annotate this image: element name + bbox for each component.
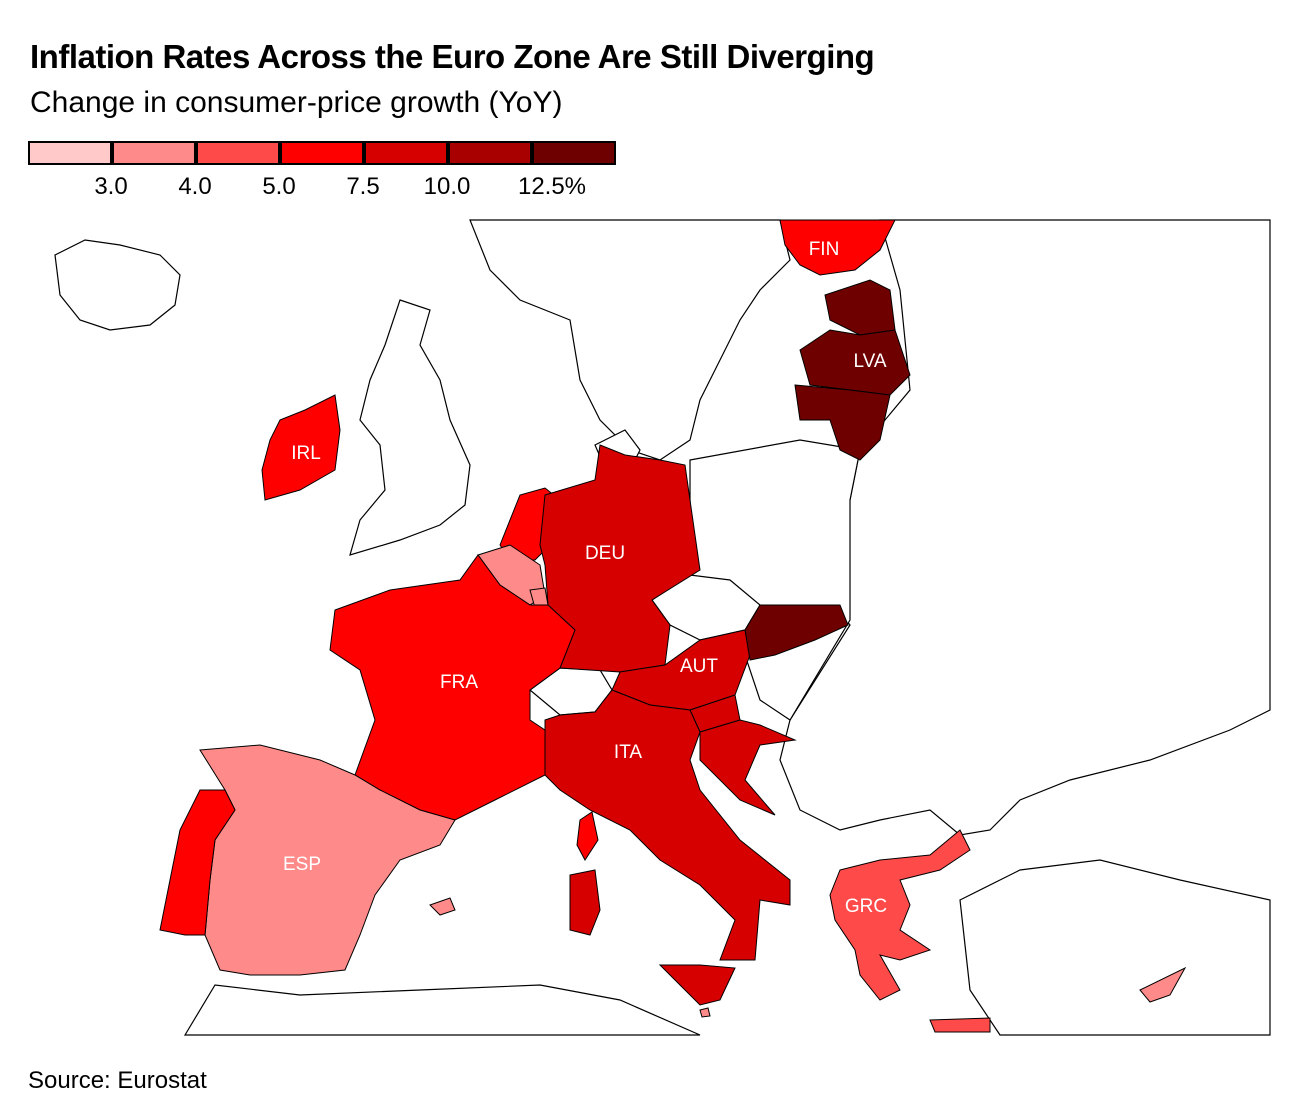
legend-tick-10.0: 10.0 (423, 173, 471, 200)
legend-swatch-2 (196, 141, 280, 165)
country-cyp (1139, 966, 1187, 1003)
label-fra: FRA (440, 672, 478, 693)
label-grc: GRC (845, 896, 887, 917)
country-ita (544, 689, 791, 961)
island-sicily (658, 964, 736, 1006)
label-esp: ESP (283, 854, 321, 875)
label-deu: DEU (585, 543, 625, 564)
source-note: Source: Eurostat (28, 1067, 207, 1094)
label-aut: AUT (680, 656, 718, 677)
land-iceland (54, 239, 181, 331)
legend-swatch-6 (532, 141, 616, 165)
legend-swatch-1 (112, 141, 196, 165)
country-labels: FIN LVA IRL DEU FRA AUT ITA ESP GRC (283, 239, 887, 917)
country-grc (829, 829, 971, 1001)
chart-title: Inflation Rates Across the Euro Zone Are… (30, 38, 875, 75)
legend-tick-3.0: 3.0 (94, 173, 128, 200)
island-corsica (576, 811, 599, 861)
country-prt (159, 789, 236, 936)
legend-swatch-4 (364, 141, 448, 165)
country-lva (799, 329, 911, 396)
country-svk (744, 604, 849, 661)
color-legend: 3.0 4.0 5.0 7.5 10.0 12.5% (28, 141, 618, 201)
legend-swatch-3 (280, 141, 364, 165)
country-deu (539, 444, 701, 673)
country-est (824, 279, 896, 336)
legend-tick-5.0: 5.0 (262, 173, 296, 200)
chart-subtitle: Change in consumer-price growth (YoY) (30, 86, 563, 119)
legend-tick-12.5: 12.5% (517, 173, 587, 200)
legend-tick-7.5: 7.5 (346, 173, 380, 200)
label-lva: LVA (853, 351, 886, 372)
country-mlt (699, 1007, 711, 1018)
island-balearic (429, 897, 456, 916)
land-scandinavia (469, 219, 791, 461)
legend-swatch-5 (448, 141, 532, 165)
legend-tick-4.0: 4.0 (178, 173, 212, 200)
europe-map: FIN LVA IRL DEU FRA AUT ITA ESP GRC (54, 219, 1271, 1036)
country-irl (261, 394, 341, 501)
legend-swatch-0 (28, 141, 112, 165)
land-great-britain (349, 299, 471, 556)
land-turkey (959, 859, 1271, 1036)
island-sardinia (569, 869, 601, 936)
country-fin (779, 219, 896, 276)
label-irl: IRL (291, 443, 321, 464)
country-hrv (699, 719, 797, 816)
island-crete (929, 1017, 991, 1033)
country-ltu (794, 384, 891, 461)
label-fin: FIN (809, 239, 840, 260)
label-ita: ITA (614, 742, 642, 763)
land-north-africa (183, 984, 701, 1036)
legend-bar (28, 141, 616, 165)
